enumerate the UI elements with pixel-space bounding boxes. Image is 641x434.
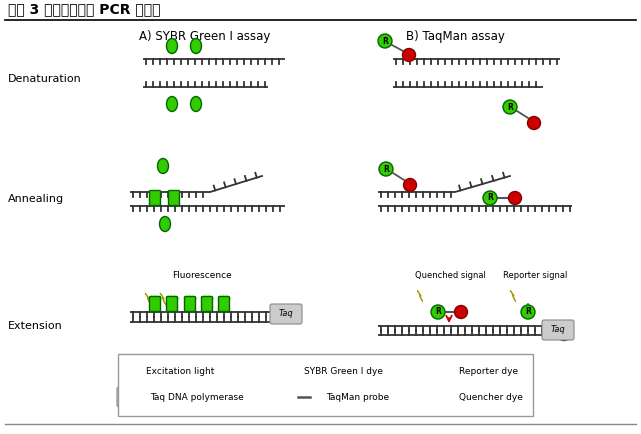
- Circle shape: [483, 191, 497, 205]
- Bar: [0, 0, 641, 19]
- Circle shape: [378, 34, 392, 48]
- Ellipse shape: [160, 217, 171, 231]
- Circle shape: [528, 116, 540, 129]
- Text: Taq DNA polymerase: Taq DNA polymerase: [150, 392, 244, 401]
- Circle shape: [310, 391, 324, 404]
- Circle shape: [558, 328, 570, 341]
- Text: R: R: [487, 194, 493, 203]
- FancyBboxPatch shape: [118, 354, 533, 416]
- Circle shape: [444, 365, 456, 378]
- Text: R: R: [507, 102, 513, 112]
- Circle shape: [521, 305, 535, 319]
- FancyBboxPatch shape: [219, 296, 229, 312]
- Text: Excitation light: Excitation light: [146, 368, 214, 377]
- Circle shape: [503, 100, 517, 114]
- Ellipse shape: [190, 96, 201, 112]
- Text: Taq: Taq: [126, 392, 140, 401]
- Text: Taq: Taq: [279, 309, 294, 319]
- Text: Reporter signal: Reporter signal: [503, 271, 567, 280]
- Text: Denaturation: Denaturation: [8, 74, 82, 84]
- Text: R: R: [382, 36, 388, 46]
- Circle shape: [403, 178, 417, 191]
- Text: R: R: [435, 308, 441, 316]
- FancyBboxPatch shape: [270, 304, 302, 324]
- FancyBboxPatch shape: [169, 191, 179, 206]
- Ellipse shape: [290, 365, 300, 378]
- Text: Annealing: Annealing: [8, 194, 64, 204]
- Text: R: R: [525, 308, 531, 316]
- FancyBboxPatch shape: [201, 296, 213, 312]
- Text: B) TaqMan assay: B) TaqMan assay: [406, 30, 504, 43]
- Circle shape: [508, 191, 522, 204]
- Circle shape: [403, 49, 415, 62]
- Ellipse shape: [190, 39, 201, 53]
- Polygon shape: [417, 290, 423, 302]
- Text: Quencher dye: Quencher dye: [459, 392, 523, 401]
- Circle shape: [285, 391, 297, 404]
- Polygon shape: [160, 293, 166, 305]
- Polygon shape: [131, 367, 135, 377]
- FancyBboxPatch shape: [149, 296, 160, 312]
- Text: R: R: [383, 164, 389, 174]
- Circle shape: [431, 305, 445, 319]
- Polygon shape: [510, 290, 516, 302]
- Polygon shape: [145, 293, 151, 305]
- FancyBboxPatch shape: [117, 387, 149, 407]
- Text: A) SYBR Green I assay: A) SYBR Green I assay: [139, 30, 271, 43]
- FancyBboxPatch shape: [167, 296, 178, 312]
- Ellipse shape: [158, 158, 169, 174]
- Text: Taq: Taq: [551, 326, 565, 335]
- FancyBboxPatch shape: [149, 191, 160, 206]
- Text: Extension: Extension: [8, 321, 63, 331]
- Text: R: R: [447, 368, 453, 377]
- Circle shape: [444, 391, 456, 404]
- Text: 图表 3 实时荧光定量 PCR 原理图: 图表 3 实时荧光定量 PCR 原理图: [8, 2, 160, 16]
- Text: Quenched signal: Quenched signal: [415, 271, 485, 280]
- FancyBboxPatch shape: [185, 296, 196, 312]
- Text: TaqMan probe: TaqMan probe: [326, 392, 389, 401]
- FancyBboxPatch shape: [542, 320, 574, 340]
- Text: Reporter dye: Reporter dye: [459, 368, 518, 377]
- Text: SYBR Green I dye: SYBR Green I dye: [304, 368, 383, 377]
- Ellipse shape: [167, 39, 178, 53]
- Circle shape: [454, 306, 467, 319]
- Ellipse shape: [167, 96, 178, 112]
- Text: Fluorescence: Fluorescence: [172, 271, 232, 280]
- Circle shape: [379, 162, 393, 176]
- Text: R: R: [288, 392, 294, 401]
